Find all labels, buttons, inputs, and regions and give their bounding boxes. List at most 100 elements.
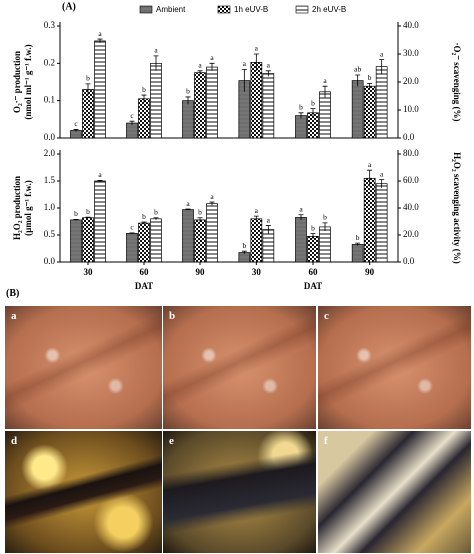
- y-axis-label: H₂O₂ scavenging activity (%): [452, 152, 462, 264]
- bar: [126, 233, 138, 263]
- x-axis-label: DAT: [304, 281, 322, 291]
- image-label: b: [169, 310, 176, 322]
- error-bar: [97, 38, 103, 43]
- significance-letter: a: [299, 204, 303, 213]
- significance-letter: b: [142, 212, 146, 221]
- y-tick-label: 0.0: [44, 132, 56, 142]
- micrograph: b: [162, 305, 317, 430]
- error-bar: [73, 218, 79, 221]
- bar: [206, 66, 218, 139]
- error-bar: [241, 69, 247, 92]
- significance-letter: c: [130, 111, 134, 120]
- y-tick-label: 1.0: [44, 202, 56, 212]
- legend-label: 2h eUV-B: [312, 5, 346, 14]
- y-axis-label: O₂·⁻ production: [12, 51, 22, 113]
- x-tick-label: 60: [309, 267, 319, 277]
- bar: [206, 203, 218, 263]
- micrograph: d: [4, 430, 164, 554]
- x-axis-label: DAT: [135, 281, 153, 291]
- error-bar: [185, 208, 191, 211]
- y-tick-label: 2.0: [44, 148, 56, 158]
- y-tick-label: 0.5: [44, 229, 56, 239]
- error-bar: [367, 169, 373, 187]
- significance-letter: a: [154, 46, 158, 55]
- bar: [351, 80, 364, 139]
- legend-label: 1h eUV-B: [234, 5, 268, 14]
- bar: [138, 98, 150, 139]
- error-bar: [265, 70, 271, 77]
- bar: [262, 229, 275, 263]
- error-bar: [141, 221, 147, 225]
- significance-letter: a: [198, 61, 202, 70]
- y-tick-label: 20.0: [403, 229, 419, 239]
- error-bar: [85, 216, 91, 219]
- bar: [82, 89, 94, 139]
- significance-letter: a: [380, 49, 384, 58]
- error-bar: [209, 201, 215, 206]
- error-bar: [97, 180, 103, 182]
- significance-letter: b: [142, 85, 146, 94]
- significance-letter: a: [210, 192, 214, 201]
- bar: [295, 115, 307, 139]
- bar: [375, 66, 388, 139]
- image-label: f: [324, 435, 328, 447]
- significance-letter: c: [74, 119, 78, 128]
- error-bar: [298, 214, 304, 221]
- significance-letter: b: [242, 241, 246, 250]
- bar: [363, 177, 376, 263]
- legend-swatch: [139, 5, 153, 14]
- error-bar: [141, 94, 147, 103]
- bar: [363, 85, 376, 139]
- bar: [194, 219, 206, 263]
- bar: [126, 122, 138, 139]
- significance-letter: b: [323, 213, 327, 222]
- error-bar: [322, 85, 328, 98]
- bar: [94, 180, 106, 263]
- y-tick-label: 40.0: [403, 20, 419, 30]
- x-tick-label: 30: [252, 267, 262, 277]
- y-tick-label: 10.0: [403, 104, 419, 114]
- significance-letter: b: [311, 98, 315, 107]
- error-bar: [85, 83, 91, 96]
- error-bar: [355, 74, 361, 87]
- legend-swatch: [295, 5, 309, 14]
- significance-letter: a: [255, 206, 259, 215]
- error-bar: [209, 62, 215, 71]
- image-label: d: [11, 435, 18, 447]
- y-tick-label: 60.0: [403, 175, 419, 185]
- significance-letter: b: [86, 74, 90, 83]
- error-bar: [310, 108, 316, 117]
- y-axis-label: H₂O₂ production: [12, 176, 22, 240]
- error-bar: [367, 83, 373, 89]
- bar: [319, 226, 331, 263]
- significance-letter: b: [311, 223, 315, 232]
- y-tick-label: 0.0: [403, 256, 415, 266]
- charts: (A) 0.0 0.1 0.2 0.3 O₂·⁻ production (nmol ml⁻…: [12, 1, 462, 291]
- x-tick-label: 90: [196, 267, 206, 277]
- significance-letter: a: [255, 44, 259, 53]
- bar: [262, 73, 275, 139]
- bar: [194, 72, 206, 139]
- error-bar: [197, 70, 203, 75]
- error-bar: [197, 217, 203, 223]
- significance-letter: a: [186, 199, 190, 208]
- y-tick-label: 0.1: [44, 95, 55, 105]
- significance-letter: a: [267, 215, 271, 224]
- significance-letter: a: [210, 53, 214, 62]
- significance-letter: b: [154, 207, 158, 216]
- bar: [82, 217, 94, 263]
- y-tick-label: 80.0: [403, 148, 419, 158]
- y-tick-label: 0.0: [403, 132, 415, 142]
- bar: [70, 219, 82, 263]
- significance-letter: a: [267, 61, 271, 70]
- panel-label: (B): [6, 288, 20, 299]
- legend-swatch: [217, 5, 231, 14]
- significance-letter: ab: [354, 65, 361, 74]
- significance-letter: c: [130, 223, 134, 232]
- significance-letter: b: [74, 209, 78, 218]
- error-bar: [322, 222, 328, 231]
- y-axis-label: (nmol ml⁻¹ g⁻¹ f.w.): [23, 44, 33, 119]
- bar: [94, 40, 106, 139]
- error-bar: [298, 112, 304, 119]
